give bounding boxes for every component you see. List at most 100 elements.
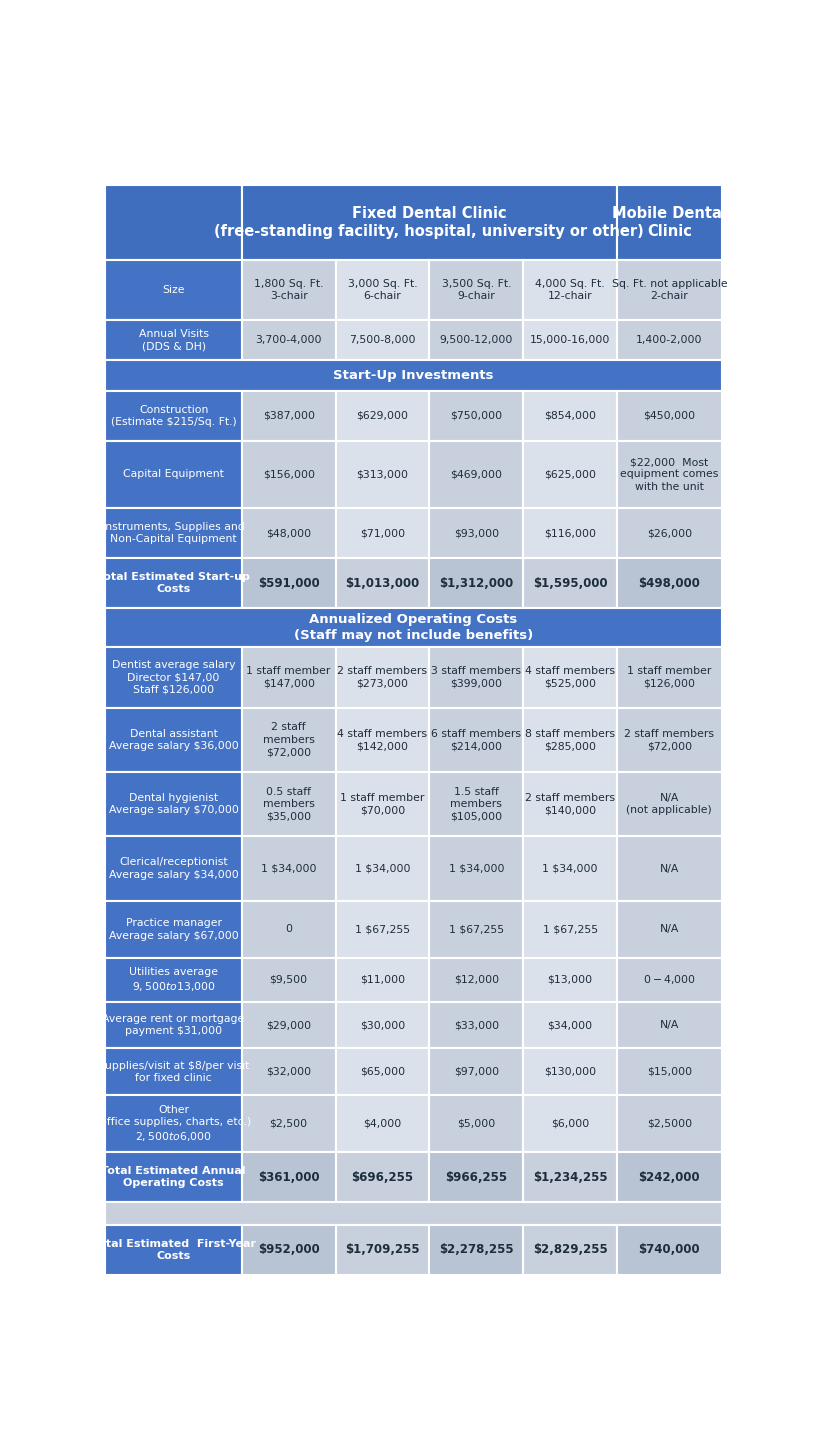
Text: 2 staff
members
$72,000: 2 staff members $72,000 bbox=[263, 722, 315, 757]
Text: $498,000: $498,000 bbox=[638, 577, 700, 590]
Text: 1,400-2,000: 1,400-2,000 bbox=[636, 335, 703, 345]
Bar bbox=[524, 558, 617, 608]
Bar bbox=[617, 1048, 721, 1095]
Bar bbox=[106, 1048, 242, 1095]
Text: 3,700-4,000: 3,700-4,000 bbox=[255, 335, 321, 345]
Text: 1.5 staff
members
$105,000: 1.5 staff members $105,000 bbox=[450, 787, 502, 822]
Text: $6,000: $6,000 bbox=[551, 1119, 589, 1128]
Text: $1,234,255: $1,234,255 bbox=[533, 1170, 608, 1183]
Bar bbox=[335, 958, 429, 1002]
Text: $156,000: $156,000 bbox=[263, 470, 315, 480]
Bar bbox=[242, 1153, 335, 1202]
Bar bbox=[335, 392, 429, 441]
Text: 4 staff members
$142,000: 4 staff members $142,000 bbox=[338, 729, 428, 751]
Bar bbox=[335, 771, 429, 837]
Bar bbox=[335, 900, 429, 958]
Bar bbox=[335, 1002, 429, 1048]
Text: $591,000: $591,000 bbox=[258, 577, 320, 590]
Text: 1 staff member
$70,000: 1 staff member $70,000 bbox=[340, 793, 425, 815]
Text: N/A: N/A bbox=[659, 1019, 679, 1030]
Bar bbox=[617, 558, 721, 608]
Text: $966,255: $966,255 bbox=[445, 1170, 507, 1183]
Bar bbox=[429, 900, 524, 958]
Text: Other
(office supplies, charts, etc.)
$2,500  to $6,000: Other (office supplies, charts, etc.) $2… bbox=[96, 1105, 251, 1143]
Bar bbox=[242, 648, 335, 708]
Text: Dental hygienist
Average salary $70,000: Dental hygienist Average salary $70,000 bbox=[109, 793, 239, 815]
Text: $387,000: $387,000 bbox=[263, 410, 315, 420]
Bar bbox=[429, 1095, 524, 1153]
Bar bbox=[335, 1095, 429, 1153]
Text: $629,000: $629,000 bbox=[357, 410, 408, 420]
Bar bbox=[242, 1048, 335, 1095]
Text: $242,000: $242,000 bbox=[639, 1170, 700, 1183]
Bar bbox=[617, 441, 721, 509]
Bar bbox=[524, 509, 617, 558]
Text: $1,013,000: $1,013,000 bbox=[345, 577, 420, 590]
Text: Fixed Dental Clinic
(free-standing facility, hospital, university or other): Fixed Dental Clinic (free-standing facil… bbox=[214, 206, 645, 239]
Text: Annualized Operating Costs
(Staff may not include benefits): Annualized Operating Costs (Staff may no… bbox=[294, 613, 533, 642]
Text: 2 staff members
$140,000: 2 staff members $140,000 bbox=[525, 793, 615, 815]
Text: 1 $34,000: 1 $34,000 bbox=[355, 864, 410, 874]
Bar bbox=[524, 837, 617, 900]
Bar bbox=[429, 260, 524, 320]
Bar bbox=[524, 1225, 617, 1275]
Bar bbox=[617, 186, 721, 260]
Bar bbox=[106, 900, 242, 958]
Text: 9,500-12,000: 9,500-12,000 bbox=[439, 335, 513, 345]
Bar bbox=[335, 1048, 429, 1095]
Text: $33,000: $33,000 bbox=[454, 1019, 499, 1030]
Bar bbox=[429, 392, 524, 441]
Bar bbox=[106, 260, 242, 320]
Bar bbox=[106, 1225, 242, 1275]
Text: Dentist average salary
Director $147,00
Staff $126,000: Dentist average salary Director $147,00 … bbox=[112, 660, 236, 695]
Text: 1 $67,255: 1 $67,255 bbox=[449, 925, 504, 934]
Bar bbox=[106, 392, 242, 441]
Bar bbox=[106, 1002, 242, 1048]
Bar bbox=[242, 509, 335, 558]
Bar bbox=[335, 509, 429, 558]
Text: 6 staff members
$214,000: 6 staff members $214,000 bbox=[431, 729, 521, 751]
Bar bbox=[429, 1048, 524, 1095]
Text: $2,5000: $2,5000 bbox=[647, 1119, 692, 1128]
Text: $34,000: $34,000 bbox=[547, 1019, 593, 1030]
Text: Total Estimated Annual
Operating Costs: Total Estimated Annual Operating Costs bbox=[101, 1166, 246, 1189]
Text: $15,000: $15,000 bbox=[647, 1067, 692, 1077]
Bar bbox=[242, 186, 617, 260]
Bar bbox=[106, 558, 242, 608]
Text: 15,000-16,000: 15,000-16,000 bbox=[530, 335, 610, 345]
Text: $696,255: $696,255 bbox=[352, 1170, 414, 1183]
Text: 1 staff member
$147,000: 1 staff member $147,000 bbox=[246, 667, 330, 689]
Text: 0: 0 bbox=[285, 925, 292, 934]
Bar bbox=[242, 1225, 335, 1275]
Text: Utilities average
$9,500  to $13,000: Utilities average $9,500 to $13,000 bbox=[129, 967, 218, 993]
Text: $4,000: $4,000 bbox=[363, 1119, 402, 1128]
Text: 1 $67,255: 1 $67,255 bbox=[355, 925, 410, 934]
Text: $1,709,255: $1,709,255 bbox=[345, 1244, 420, 1257]
Bar bbox=[524, 1153, 617, 1202]
Text: $22,000  Most
equipment comes
with the unit: $22,000 Most equipment comes with the un… bbox=[620, 457, 718, 492]
Text: $9,500: $9,500 bbox=[270, 974, 308, 985]
Text: 4,000 Sq. Ft.
12-chair: 4,000 Sq. Ft. 12-chair bbox=[535, 278, 605, 302]
Text: Total Estimated Start-up
Costs: Total Estimated Start-up Costs bbox=[97, 571, 250, 594]
Text: Dental assistant
Average salary $36,000: Dental assistant Average salary $36,000 bbox=[109, 729, 238, 751]
Bar bbox=[242, 558, 335, 608]
Text: $65,000: $65,000 bbox=[360, 1067, 405, 1077]
Text: Size: Size bbox=[162, 286, 185, 296]
Text: $5,000: $5,000 bbox=[457, 1119, 496, 1128]
Text: $48,000: $48,000 bbox=[266, 528, 311, 538]
Text: $0 - $4,000: $0 - $4,000 bbox=[643, 973, 695, 986]
Bar bbox=[524, 1095, 617, 1153]
Text: $12,000: $12,000 bbox=[454, 974, 499, 985]
Bar bbox=[335, 260, 429, 320]
Bar bbox=[106, 1202, 721, 1225]
Text: $71,000: $71,000 bbox=[360, 528, 405, 538]
Bar bbox=[617, 648, 721, 708]
Bar bbox=[429, 958, 524, 1002]
Text: $313,000: $313,000 bbox=[357, 470, 408, 480]
Bar bbox=[524, 708, 617, 771]
Bar bbox=[617, 260, 721, 320]
Text: 0.5 staff
members
$35,000: 0.5 staff members $35,000 bbox=[263, 787, 315, 822]
Bar bbox=[335, 1225, 429, 1275]
Text: $2,829,255: $2,829,255 bbox=[533, 1244, 608, 1257]
Text: $130,000: $130,000 bbox=[544, 1067, 596, 1077]
